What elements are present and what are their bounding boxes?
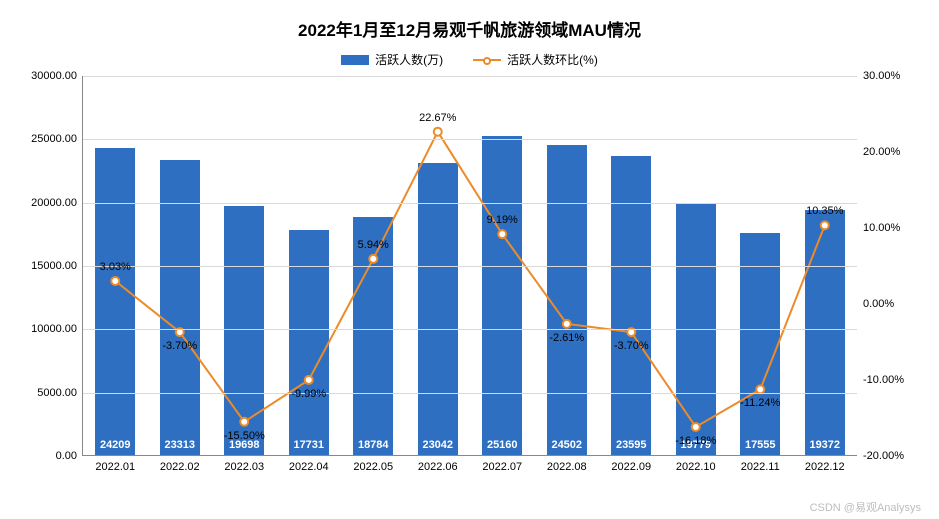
trend-line [115, 132, 825, 427]
line-marker [305, 376, 313, 384]
watermark: CSDN @易观Analysys [810, 499, 921, 515]
line-value-label: -15.50% [224, 430, 265, 442]
legend-line-label: 活跃人数环比(%) [507, 51, 598, 68]
legend-bar-label: 活跃人数(万) [375, 51, 443, 68]
gridline [83, 266, 857, 267]
gridline [83, 203, 857, 204]
x-tick-label: 2022.08 [535, 455, 600, 473]
x-tick-label: 2022.01 [83, 455, 148, 473]
y-right-tick: 0.00% [857, 298, 894, 310]
line-value-label: -11.24% [740, 397, 780, 409]
line-value-label: -2.61% [549, 332, 584, 344]
x-tick-label: 2022.03 [212, 455, 277, 473]
legend: 活跃人数(万) 活跃人数环比(%) [20, 51, 919, 68]
legend-line-marker [483, 57, 491, 65]
x-tick-label: 2022.02 [148, 455, 213, 473]
legend-line-swatch [473, 59, 501, 61]
line-value-label: -16.18% [675, 435, 716, 447]
chart-container: 2022年1月至12月易观千帆旅游领域MAU情况 活跃人数(万) 活跃人数环比(… [0, 0, 939, 519]
x-tick-label: 2022.04 [277, 455, 342, 473]
legend-bar-swatch [341, 55, 369, 65]
line-value-label: -3.70% [614, 340, 649, 352]
line-marker [369, 255, 377, 263]
x-axis-labels: 2022.012022.022022.032022.042022.052022.… [83, 455, 857, 473]
line-value-label: -3.70% [162, 340, 197, 352]
line-value-label: -9.99% [291, 388, 326, 400]
y-left-tick: 0.00 [56, 450, 83, 462]
gridline [83, 139, 857, 140]
line-marker [240, 418, 248, 426]
y-left-tick: 25000.00 [31, 133, 83, 145]
x-tick-label: 2022.12 [793, 455, 858, 473]
x-tick-label: 2022.07 [470, 455, 535, 473]
gridline [83, 393, 857, 394]
line-marker [434, 128, 442, 136]
y-right-tick: 10.00% [857, 222, 900, 234]
line-value-label: 9.19% [487, 214, 518, 226]
line-value-label: 3.03% [100, 261, 131, 273]
y-left-tick: 30000.00 [31, 70, 83, 82]
y-left-tick: 15000.00 [31, 260, 83, 272]
legend-item-line: 活跃人数环比(%) [473, 51, 598, 68]
y-right-tick: 30.00% [857, 70, 900, 82]
gridline [83, 76, 857, 77]
plot-area: 2420923313196981773118784230422516024502… [82, 76, 857, 456]
line-value-label: 10.35% [806, 205, 843, 217]
line-marker [111, 277, 119, 285]
line-marker [821, 221, 829, 229]
y-right-tick: -10.00% [857, 374, 904, 386]
line-marker [692, 423, 700, 431]
y-right-tick: 20.00% [857, 146, 900, 158]
y-right-tick: -20.00% [857, 450, 904, 462]
legend-item-bar: 活跃人数(万) [341, 51, 443, 68]
y-left-tick: 5000.00 [37, 387, 83, 399]
line-value-label: 5.94% [358, 239, 389, 251]
line-value-label: 22.67% [419, 112, 456, 124]
x-tick-label: 2022.05 [341, 455, 406, 473]
x-tick-label: 2022.06 [406, 455, 471, 473]
gridline [83, 329, 857, 330]
y-left-tick: 20000.00 [31, 197, 83, 209]
x-tick-label: 2022.10 [664, 455, 729, 473]
line-marker [563, 320, 571, 328]
x-tick-label: 2022.11 [728, 455, 793, 473]
chart-title: 2022年1月至12月易观千帆旅游领域MAU情况 [20, 16, 919, 41]
y-left-tick: 10000.00 [31, 323, 83, 335]
line-marker [498, 230, 506, 238]
x-tick-label: 2022.09 [599, 455, 664, 473]
